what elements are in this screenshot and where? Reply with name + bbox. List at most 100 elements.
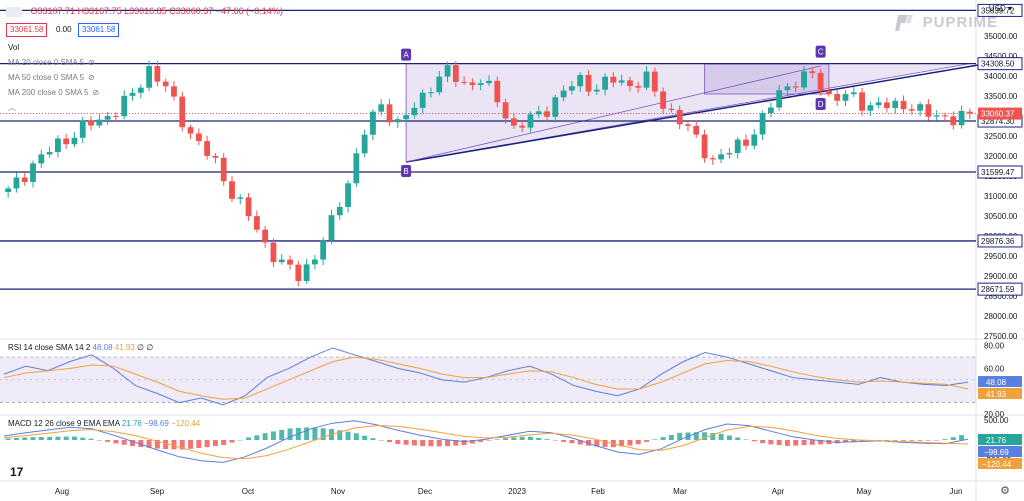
y-tick-label: 33500.00 — [984, 92, 1018, 101]
candle-body — [104, 116, 111, 120]
macd-histogram-bar — [818, 440, 824, 445]
candle-body — [685, 124, 691, 126]
ohlc-high: H33167.75 — [77, 6, 122, 16]
eye-off-icon[interactable]: ⊘ — [88, 73, 95, 82]
macd-histogram-bar — [710, 433, 716, 440]
macd-histogram-bar — [55, 436, 61, 440]
candle-body — [776, 90, 783, 108]
macd-histogram-bar — [113, 440, 119, 444]
rsi-y-tick: 80.00 — [984, 342, 1005, 351]
macd-histogram-bar — [577, 440, 583, 445]
candle-body — [635, 85, 642, 88]
macd-histogram-bar — [337, 430, 343, 440]
candle-body — [370, 111, 376, 135]
macd-histogram-bar — [229, 440, 235, 443]
macd-histogram-bar — [892, 440, 898, 441]
candle-body — [602, 76, 608, 90]
macd-histogram-bar — [644, 440, 650, 442]
candle-body — [54, 138, 61, 153]
macd-histogram-bar — [536, 437, 542, 440]
ma50-legend[interactable]: MA 50 close 0 SMA 5 ⊘ — [8, 73, 95, 82]
rsi-y-tick: 60.00 — [984, 364, 1005, 373]
rsi-label: RSI 14 close SMA 14 2 — [8, 343, 91, 352]
macd-histogram-bar — [146, 440, 152, 448]
y-tick-label: 29500.00 — [984, 252, 1018, 261]
macd-histogram-bar — [353, 433, 359, 440]
candle-body — [13, 177, 20, 189]
gear-icon[interactable]: ⚙ — [1000, 485, 1010, 497]
macd-histogram-bar — [130, 440, 135, 446]
candle-body — [444, 65, 451, 77]
macd-histogram-bar — [569, 440, 575, 444]
x-tick-label: Mar — [673, 487, 687, 496]
candle-body — [942, 115, 948, 117]
y-tick-label: 27500.00 — [984, 332, 1018, 341]
candle-body — [569, 86, 575, 91]
macd-histogram-bar — [138, 440, 144, 448]
candle-body — [212, 155, 219, 158]
macd-histogram-bar — [320, 428, 326, 440]
candle-body — [320, 240, 327, 260]
macd-histogram-bar — [511, 437, 517, 440]
candle-body — [403, 115, 409, 120]
ma20-legend[interactable]: MA 20 close 0 SMA 5 ⊘ — [8, 58, 95, 67]
macd-histogram-bar — [726, 435, 732, 440]
rsi-legend[interactable]: RSI 14 close SMA 14 2 48.08 41.93 ∅ ∅ — [8, 343, 153, 352]
eye-off-icon[interactable]: ⊘ — [88, 58, 95, 67]
macd-histogram-bar — [204, 440, 210, 448]
candle-body — [411, 107, 418, 116]
macd-histogram-bar — [702, 432, 708, 440]
eye-off-icon[interactable]: ⊘ — [92, 88, 100, 97]
minus-icon[interactable] — [6, 6, 22, 17]
macd-label: MACD 12 26 close 9 EMA EMA — [8, 419, 120, 428]
candle-body — [726, 152, 733, 155]
candle-body — [784, 86, 791, 91]
ma200-legend[interactable]: MA 200 close 0 SMA 5 ⊘ — [8, 88, 99, 97]
candle-body — [950, 116, 957, 126]
candle-body — [71, 137, 78, 145]
candle-body — [21, 177, 28, 182]
macd-histogram-bar — [105, 440, 111, 442]
candle-body — [146, 66, 152, 88]
currency-selector[interactable]: USD ▾ — [988, 4, 1012, 13]
candle-body — [477, 83, 484, 86]
level-tag-label: 31599.47 — [981, 168, 1015, 177]
macd-histogram-bar — [287, 428, 293, 440]
macd-histogram-bar — [212, 440, 218, 447]
vol-label[interactable]: Vol — [8, 43, 20, 52]
candle-body — [336, 206, 343, 216]
macd-value: −98.69 — [144, 419, 169, 428]
macd-hist-tag-label: 21.76 — [986, 436, 1007, 445]
macd-signal-tag — [978, 458, 1022, 469]
ask-box[interactable]: 33061.58 — [78, 23, 120, 37]
current-price-label: 33060.37 — [981, 110, 1015, 119]
trendline — [405, 62, 987, 163]
candle-body — [154, 66, 161, 82]
level-tag-label: 32874.30 — [981, 117, 1015, 126]
candle-body — [884, 102, 890, 109]
macd-hist-tag — [978, 434, 1022, 445]
candle-body — [195, 133, 202, 142]
macd-value-tag-label: −98.69 — [984, 448, 1009, 457]
y-tick-label: 30500.00 — [984, 212, 1018, 221]
candle-body — [187, 127, 194, 134]
macd-histogram-bar — [163, 440, 169, 450]
candle-body — [237, 197, 244, 199]
candle-body — [345, 183, 351, 207]
candle-body — [220, 157, 227, 182]
macd-histogram-bar — [22, 437, 28, 440]
macd-histogram-bar — [196, 440, 202, 448]
macd-histogram-bar — [403, 440, 409, 445]
bid-box[interactable]: 33061.58 — [6, 23, 48, 37]
candle-body — [428, 92, 434, 94]
candle-body — [900, 100, 907, 110]
macd-histogram-bar — [38, 436, 44, 440]
collapse-legend-icon[interactable]: ︿ — [8, 103, 16, 112]
candle-body — [386, 104, 393, 123]
macd-legend[interactable]: MACD 12 26 close 9 EMA EMA 21.76 −98.69 … — [8, 419, 200, 428]
macd-histogram-bar — [934, 440, 940, 441]
y-tick-label: 28000.00 — [984, 312, 1018, 321]
rsi-value: 48.08 — [92, 343, 113, 352]
candle-body — [137, 87, 144, 93]
annotation-label: B — [403, 167, 408, 176]
